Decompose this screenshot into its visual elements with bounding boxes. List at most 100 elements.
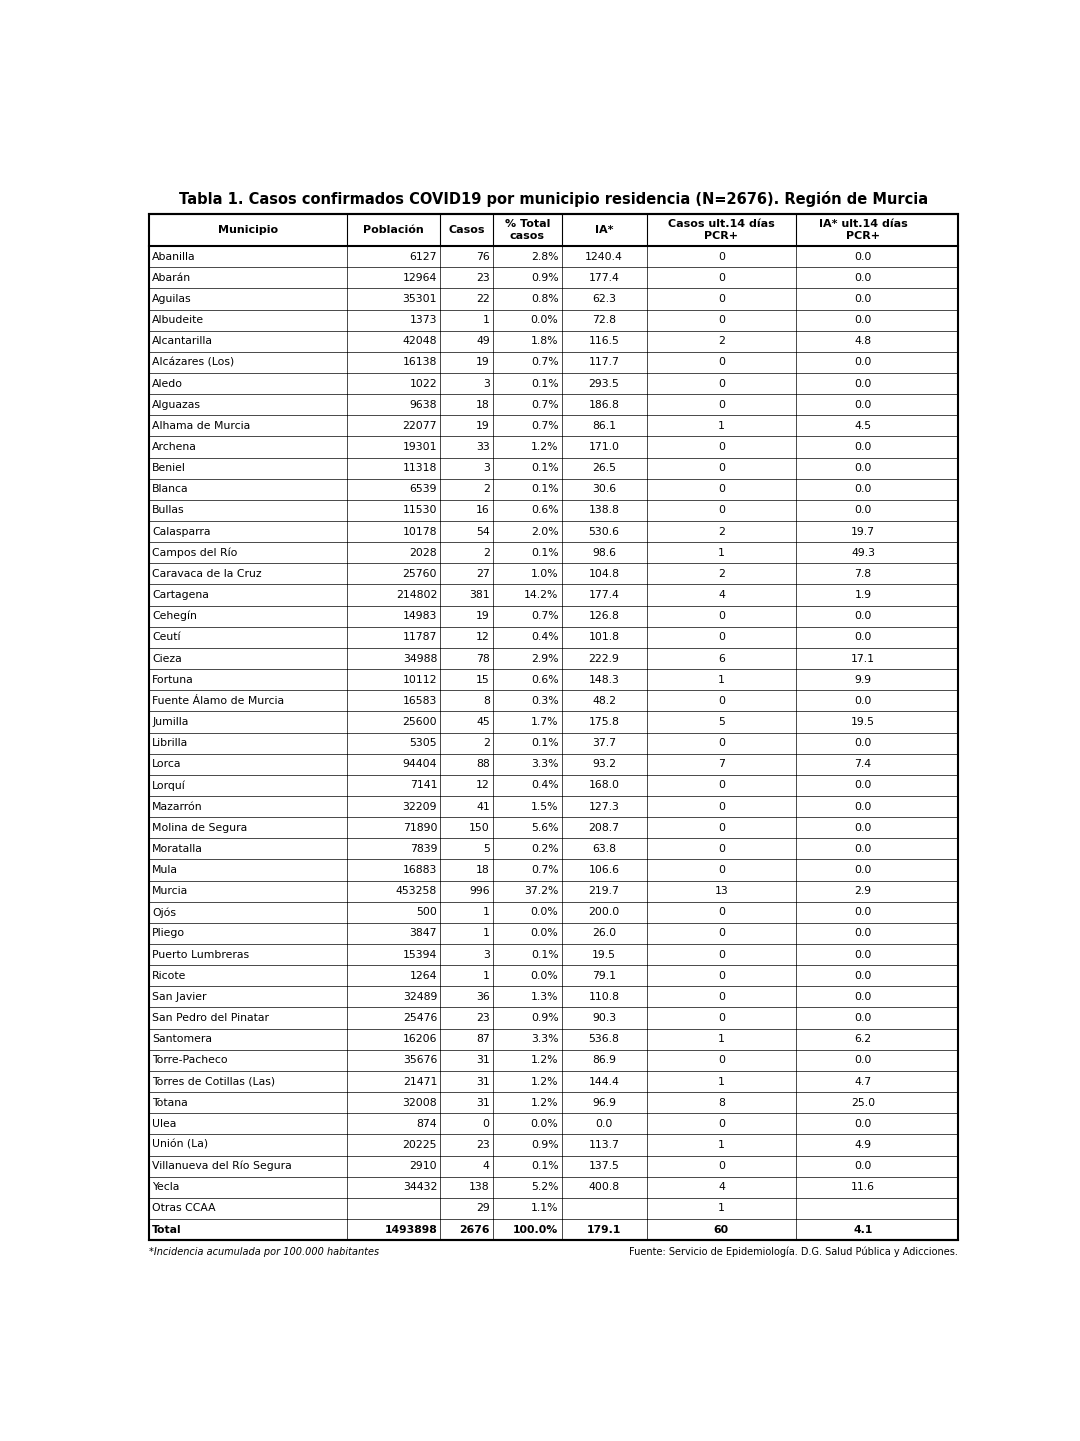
Bar xyxy=(562,754,647,775)
Bar xyxy=(562,775,647,795)
Text: 37.7: 37.7 xyxy=(592,738,616,748)
Bar xyxy=(796,267,930,288)
Bar xyxy=(562,395,647,415)
Text: 150: 150 xyxy=(469,823,489,833)
Text: Murcia: Murcia xyxy=(152,886,188,896)
Bar xyxy=(796,880,930,902)
Text: Puerto Lumbreras: Puerto Lumbreras xyxy=(152,950,249,960)
Text: 31: 31 xyxy=(476,1098,489,1108)
Bar xyxy=(796,648,930,669)
Text: 17.1: 17.1 xyxy=(851,654,875,663)
Text: 0: 0 xyxy=(718,484,725,494)
Text: 0.0: 0.0 xyxy=(854,379,872,389)
Text: 293.5: 293.5 xyxy=(589,379,620,389)
Text: 138: 138 xyxy=(469,1182,489,1192)
Text: 1: 1 xyxy=(718,421,725,431)
Text: 2.0%: 2.0% xyxy=(531,526,558,536)
Text: 23: 23 xyxy=(476,1013,489,1023)
Text: Alcantarilla: Alcantarilla xyxy=(152,336,213,346)
Bar xyxy=(796,542,930,563)
Text: 2: 2 xyxy=(483,484,489,494)
Bar xyxy=(796,839,930,859)
Text: 19.5: 19.5 xyxy=(851,718,875,726)
Text: 41: 41 xyxy=(476,801,489,811)
Text: 16883: 16883 xyxy=(403,865,437,875)
Bar xyxy=(149,754,958,775)
Text: 30.6: 30.6 xyxy=(592,484,616,494)
Bar xyxy=(562,373,647,395)
Text: 106.6: 106.6 xyxy=(589,865,620,875)
Text: Fortuna: Fortuna xyxy=(152,674,193,684)
Text: 0: 0 xyxy=(718,357,725,367)
Bar xyxy=(796,288,930,310)
Bar xyxy=(796,478,930,500)
Text: 0.0: 0.0 xyxy=(854,991,872,1001)
Text: 13: 13 xyxy=(715,886,728,896)
Text: 116.5: 116.5 xyxy=(589,336,620,346)
Bar xyxy=(562,1156,647,1177)
Bar xyxy=(796,922,930,944)
Text: 23: 23 xyxy=(476,272,489,282)
Bar xyxy=(796,310,930,330)
Text: 11.6: 11.6 xyxy=(851,1182,875,1192)
Bar xyxy=(796,1007,930,1029)
Text: 2.9%: 2.9% xyxy=(531,654,558,663)
Text: 93.2: 93.2 xyxy=(592,759,616,769)
Text: 0.1%: 0.1% xyxy=(531,950,558,960)
Text: 101.8: 101.8 xyxy=(589,633,620,643)
Text: 98.6: 98.6 xyxy=(592,548,616,558)
Text: Ojós: Ojós xyxy=(152,906,176,918)
Bar xyxy=(562,267,647,288)
Bar xyxy=(796,373,930,395)
Bar xyxy=(149,1219,958,1241)
Text: 0.0: 0.0 xyxy=(854,696,872,706)
Text: 2910: 2910 xyxy=(409,1161,437,1172)
Bar xyxy=(149,902,958,922)
Bar xyxy=(149,669,958,690)
Text: 31: 31 xyxy=(476,1076,489,1087)
Text: 222.9: 222.9 xyxy=(589,654,620,663)
Text: 0.0%: 0.0% xyxy=(530,1118,558,1128)
Text: Alguazas: Alguazas xyxy=(152,399,201,409)
Text: 25760: 25760 xyxy=(403,569,437,579)
Text: 2676: 2676 xyxy=(459,1225,489,1235)
Text: 0.1%: 0.1% xyxy=(531,548,558,558)
Text: 36: 36 xyxy=(476,991,489,1001)
Text: 0.0: 0.0 xyxy=(854,823,872,833)
Text: 1240.4: 1240.4 xyxy=(585,252,623,262)
Bar xyxy=(149,1029,958,1050)
Text: 0.0: 0.0 xyxy=(854,781,872,791)
Bar xyxy=(149,585,958,605)
Text: 0: 0 xyxy=(718,738,725,748)
Bar xyxy=(562,986,647,1007)
Bar xyxy=(796,775,930,795)
Text: 0: 0 xyxy=(718,1161,725,1172)
Text: 137.5: 137.5 xyxy=(589,1161,620,1172)
Text: Lorca: Lorca xyxy=(152,759,181,769)
Bar xyxy=(562,288,647,310)
Bar xyxy=(149,1050,958,1071)
Text: 208.7: 208.7 xyxy=(589,823,620,833)
Bar xyxy=(149,1114,958,1134)
Text: 0.1%: 0.1% xyxy=(531,484,558,494)
Text: 4.9: 4.9 xyxy=(854,1140,872,1150)
Text: 3: 3 xyxy=(483,463,489,473)
Text: 0.0: 0.0 xyxy=(854,950,872,960)
Text: 0: 0 xyxy=(718,633,725,643)
Bar xyxy=(796,1177,930,1197)
Text: 104.8: 104.8 xyxy=(589,569,620,579)
Bar xyxy=(796,522,930,542)
Text: Total: Total xyxy=(152,1225,181,1235)
Text: 0.0: 0.0 xyxy=(854,272,872,282)
Bar xyxy=(562,437,647,458)
Text: 0.0: 0.0 xyxy=(854,971,872,981)
Text: Bullas: Bullas xyxy=(152,506,185,516)
Bar xyxy=(796,944,930,965)
Text: Torres de Cotillas (Las): Torres de Cotillas (Las) xyxy=(152,1076,275,1087)
Bar xyxy=(562,415,647,437)
Text: 1.7%: 1.7% xyxy=(531,718,558,726)
Bar xyxy=(562,352,647,373)
Bar xyxy=(562,563,647,585)
Text: 2: 2 xyxy=(718,336,725,346)
Text: 3847: 3847 xyxy=(409,928,437,938)
